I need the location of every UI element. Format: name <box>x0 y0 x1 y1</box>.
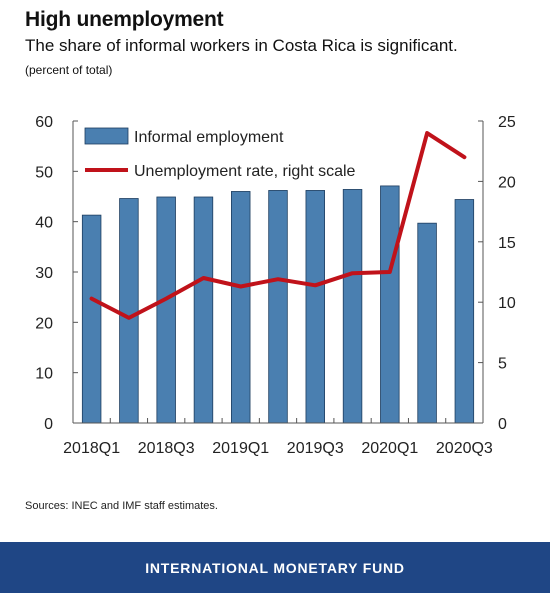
right-tick-label-15: 15 <box>498 235 516 252</box>
right-tick-label-5: 5 <box>498 356 507 373</box>
bar-2019Q1 <box>231 191 251 424</box>
x-tick-label-2018Q1: 2018Q1 <box>63 440 120 457</box>
left-tick-label-0: 0 <box>44 416 53 433</box>
right-tick-label-25: 25 <box>498 114 516 131</box>
legend-bar-swatch <box>84 127 129 145</box>
x-tick-label-2019Q1: 2019Q1 <box>212 440 269 457</box>
left-tick-label-10: 10 <box>35 366 53 383</box>
left-tick-label-50: 50 <box>35 164 53 181</box>
bar-2019Q2 <box>268 190 288 424</box>
chart: 0 10 20 30 40 50 60 0 5 10 15 20 25 2018Q1 2018Q3 2019Q… <box>35 114 516 457</box>
unit-note: (percent of total) <box>25 63 113 77</box>
x-tick-label-2020Q1: 2020Q1 <box>361 440 418 457</box>
left-tick-label-60: 60 <box>35 114 53 131</box>
legend-label-unemployment: Unemployment rate, right scale <box>134 163 356 180</box>
bar-2018Q4 <box>193 196 214 424</box>
line-layer <box>89 131 467 320</box>
footer-org-name: INTERNATIONAL MONETARY FUND <box>145 559 405 576</box>
bar-2020Q2 <box>417 222 437 424</box>
bar-2019Q3 <box>305 190 325 424</box>
left-tick-label-30: 30 <box>35 265 53 282</box>
x-tick-label-2020Q3: 2020Q3 <box>436 440 493 457</box>
legend: Informal employment Unemployment rate, ri… <box>84 127 356 180</box>
x-tick-label-2019Q3: 2019Q3 <box>287 440 344 457</box>
bar-2019Q4 <box>342 189 363 424</box>
right-tick-label-10: 10 <box>498 295 516 312</box>
chart-subtitle: The share of informal workers in Costa R… <box>25 36 458 55</box>
bar-2018Q2 <box>119 198 139 424</box>
left-tick-label-40: 40 <box>35 215 53 232</box>
right-tick-label-20: 20 <box>498 174 516 191</box>
right-tick-label-0: 0 <box>498 416 507 433</box>
bar-2018Q3 <box>156 196 176 424</box>
bar-2020Q1 <box>380 185 400 424</box>
chart-title: High unemployment <box>25 8 224 31</box>
x-tick-label-2018Q3: 2018Q3 <box>138 440 195 457</box>
legend-label-informal: Informal employment <box>134 129 284 146</box>
axes-layer: 0 10 20 30 40 50 60 0 5 10 15 20 25 2018Q1 2018Q3 2019Q… <box>35 114 516 457</box>
source-note: Sources: INEC and IMF staff estimates. <box>25 500 218 512</box>
bar-2020Q3 <box>454 199 475 424</box>
bar-2018Q1 <box>81 214 102 424</box>
left-tick-label-20: 20 <box>35 315 53 332</box>
footer-bar: INTERNATIONAL MONETARY FUND <box>0 542 550 593</box>
bars-layer <box>81 185 475 424</box>
